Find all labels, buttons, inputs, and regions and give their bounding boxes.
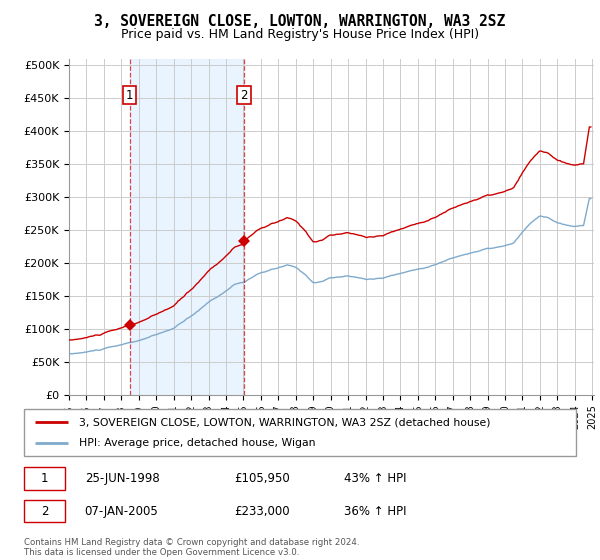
Text: £105,950: £105,950	[234, 472, 290, 485]
Text: 07-JAN-2005: 07-JAN-2005	[85, 505, 158, 517]
FancyBboxPatch shape	[24, 500, 65, 522]
FancyBboxPatch shape	[24, 409, 576, 456]
Text: 43% ↑ HPI: 43% ↑ HPI	[344, 472, 407, 485]
Text: HPI: Average price, detached house, Wigan: HPI: Average price, detached house, Wiga…	[79, 438, 316, 448]
Text: 2: 2	[41, 505, 49, 517]
Text: 2: 2	[240, 88, 248, 101]
Text: 1: 1	[41, 472, 49, 485]
Text: 36% ↑ HPI: 36% ↑ HPI	[344, 505, 407, 517]
Text: Contains HM Land Registry data © Crown copyright and database right 2024.
This d: Contains HM Land Registry data © Crown c…	[24, 538, 359, 557]
Text: 1: 1	[126, 88, 133, 101]
Text: £233,000: £233,000	[234, 505, 289, 517]
Text: 25-JUN-1998: 25-JUN-1998	[85, 472, 160, 485]
FancyBboxPatch shape	[24, 467, 65, 490]
Text: Price paid vs. HM Land Registry's House Price Index (HPI): Price paid vs. HM Land Registry's House …	[121, 28, 479, 41]
Text: 3, SOVEREIGN CLOSE, LOWTON, WARRINGTON, WA3 2SZ: 3, SOVEREIGN CLOSE, LOWTON, WARRINGTON, …	[94, 14, 506, 29]
Text: 3, SOVEREIGN CLOSE, LOWTON, WARRINGTON, WA3 2SZ (detached house): 3, SOVEREIGN CLOSE, LOWTON, WARRINGTON, …	[79, 417, 491, 427]
